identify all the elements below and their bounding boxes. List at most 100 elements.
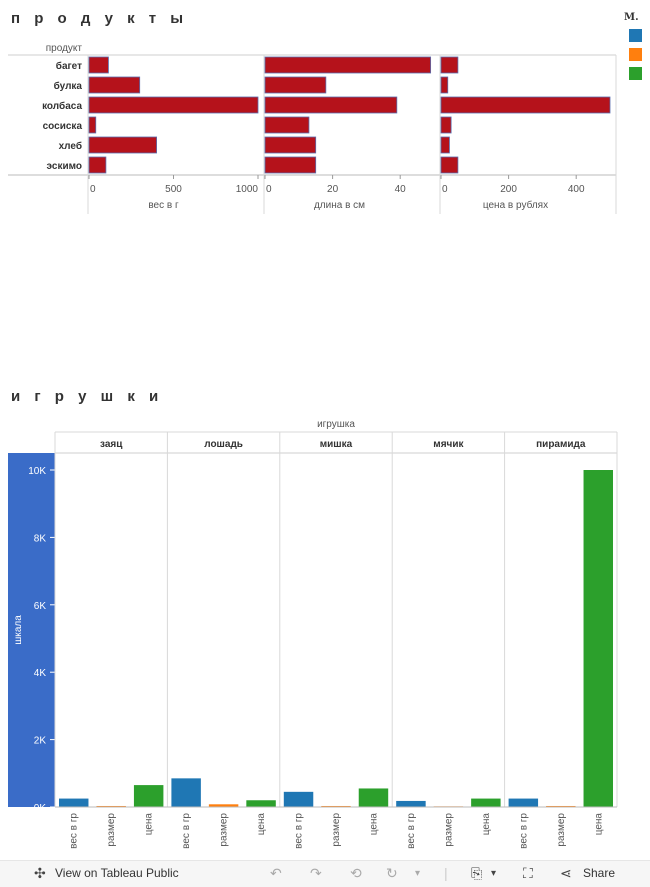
product-bar — [88, 56, 109, 74]
x-tick-label: 40 — [395, 184, 407, 195]
share-icon[interactable]: ⋖ — [560, 865, 572, 881]
group-label: мячик — [433, 439, 464, 450]
product-bar — [264, 96, 398, 114]
legend: М. — [624, 12, 650, 80]
toy-bar — [583, 470, 613, 807]
product-bar — [264, 116, 310, 134]
product-bar — [264, 56, 432, 74]
divider: | — [444, 865, 448, 881]
toy-bar — [321, 805, 351, 807]
measure-label: цена — [593, 813, 604, 836]
category-label: хлеб — [59, 140, 82, 152]
legend-swatch-2[interactable] — [629, 48, 642, 61]
product-bar — [88, 76, 141, 94]
toys-chart: игрушка шкала 0K 2K 4K 6K 8K 10K заяц вес в гр раз… — [8, 419, 618, 849]
y-tick-label: 8K — [34, 533, 47, 544]
y-tick-label: 10K — [28, 466, 46, 477]
x-tick-label: 0 — [266, 184, 272, 195]
group-label: пирамида — [536, 439, 586, 450]
measure-label: размер — [331, 813, 342, 847]
group-label: заяц — [100, 439, 123, 450]
y-axis-band — [8, 453, 55, 807]
product-bar — [264, 136, 317, 154]
measure-label: цена — [256, 813, 267, 836]
x-tick-label: 1000 — [236, 184, 259, 195]
redo-icon[interactable]: ↷ — [310, 865, 322, 881]
y-tick-label: 4K — [34, 668, 47, 679]
measure-label: цена — [481, 813, 492, 836]
x-tick-label: 200 — [500, 184, 517, 195]
toolbar: ✣ View on Tableau Public ↶ ↷ ⟲ ↻ ▾ | ⎘ ▾… — [0, 860, 650, 887]
category-label: колбаса — [42, 100, 82, 112]
measure-label: размер — [219, 813, 230, 847]
product-bar — [440, 156, 459, 174]
product-bar — [440, 56, 459, 74]
product-bar — [264, 156, 317, 174]
toys-title: и г р у ш к и — [11, 388, 164, 405]
product-bar — [440, 96, 611, 114]
refresh-dropdown-icon[interactable]: ▾ — [415, 868, 421, 879]
x-tick-label: 500 — [165, 184, 182, 195]
toy-bar — [471, 798, 501, 807]
fullscreen-icon[interactable]: ⛶ — [523, 865, 533, 881]
product-bar — [88, 156, 107, 174]
toy-bar — [546, 805, 576, 807]
revert-icon[interactable]: ⟲ — [350, 865, 362, 881]
refresh-icon[interactable]: ↻ — [386, 865, 398, 881]
x-tick-label: 0 — [90, 184, 96, 195]
measure-label: размер — [443, 813, 454, 847]
category-label: багет — [56, 60, 82, 72]
toy-bar — [396, 800, 426, 807]
measure-label: вес в гр — [518, 813, 529, 849]
product-bar — [440, 116, 452, 134]
download-icon[interactable]: ⎘ — [471, 865, 483, 881]
product-bar — [88, 116, 97, 134]
category-label: сосиска — [43, 121, 83, 132]
x-tick-label: 20 — [327, 184, 339, 195]
category-label: эскимо — [47, 161, 82, 172]
product-bar — [88, 136, 157, 154]
product-bar — [440, 76, 449, 94]
group-label: лошадь — [204, 439, 243, 450]
tableau-logo-icon: ✣ — [34, 865, 46, 881]
toy-bar — [96, 805, 126, 807]
x-axis-label: вес в г — [148, 200, 179, 211]
product-bar — [88, 96, 259, 114]
measure-label: размер — [556, 813, 567, 847]
toy-bar — [59, 798, 89, 807]
measure-label: вес в гр — [69, 813, 80, 849]
product-bar — [264, 76, 327, 94]
share-button[interactable]: Share — [583, 866, 616, 880]
x-tick-label: 0 — [442, 184, 448, 195]
measure-label: вес в гр — [294, 813, 305, 849]
toy-bar — [508, 798, 539, 807]
measure-label: цена — [368, 813, 379, 836]
x-axis-label: длина в см — [314, 200, 365, 211]
category-label: булка — [54, 80, 83, 92]
y-tick-label: 0K — [34, 803, 47, 814]
group-label: мишка — [320, 439, 353, 450]
toy-bar — [283, 791, 314, 807]
y-tick-label: 6K — [34, 601, 47, 612]
row-header: продукт — [46, 43, 83, 54]
legend-title: М. — [624, 12, 639, 23]
toy-bar — [246, 800, 276, 807]
y-tick-label: 2K — [34, 736, 47, 747]
download-dropdown-icon[interactable]: ▾ — [491, 868, 497, 879]
view-on-tableau-link[interactable]: View on Tableau Public — [55, 866, 179, 880]
measure-label: цена — [144, 813, 155, 836]
y-axis-label: шкала — [13, 615, 24, 645]
product-bar — [440, 136, 450, 154]
legend-swatch-1[interactable] — [629, 29, 642, 42]
measure-label: вес в гр — [181, 813, 192, 849]
x-tick-label: 400 — [568, 184, 585, 195]
products-chart: продукт багет булка колбаса сосиска хлеб эским… — [8, 43, 617, 214]
products-title: п р о д у к т ы — [11, 10, 189, 27]
toy-bar — [358, 788, 389, 807]
toy-bar — [171, 778, 201, 807]
undo-icon[interactable]: ↶ — [270, 865, 282, 881]
toy-bar — [208, 804, 239, 807]
legend-swatch-3[interactable] — [629, 67, 642, 80]
measure-label: вес в гр — [406, 813, 417, 849]
measure-label: размер — [106, 813, 117, 847]
